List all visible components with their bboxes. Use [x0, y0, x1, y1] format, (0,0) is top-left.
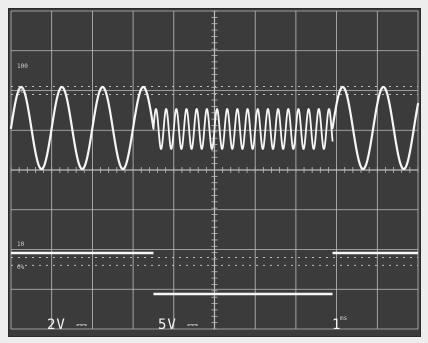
- dc-coupling-symbol-2: ⎓: [187, 317, 199, 333]
- channel-2-readout: 5V: [158, 317, 177, 333]
- channel-1-readout: 2V: [47, 317, 66, 333]
- carrier-trace-high-frequency-burst: [152, 108, 334, 150]
- timebase-unit: ms: [340, 315, 348, 322]
- carrier-trace-low-frequency-left: [9, 85, 155, 171]
- oscilloscope-screen: 100 90 10 0% 2V ⎓ 5V ⎓ 1 ms: [8, 8, 421, 337]
- trace-layer: [9, 85, 420, 296]
- timebase-value: 1: [332, 317, 341, 333]
- oscilloscope-display: 100 90 10 0% 2V ⎓ 5V ⎓ 1 ms: [9, 9, 420, 336]
- graticule-mark-0: 0%: [17, 264, 25, 271]
- graticule-mark-100: 100: [17, 63, 28, 70]
- carrier-trace-low-frequency-right: [331, 85, 420, 171]
- graticule-mark-10: 10: [17, 241, 25, 248]
- dc-coupling-symbol-1: ⎓: [76, 317, 88, 333]
- graticule-mark-90: 90: [17, 88, 25, 95]
